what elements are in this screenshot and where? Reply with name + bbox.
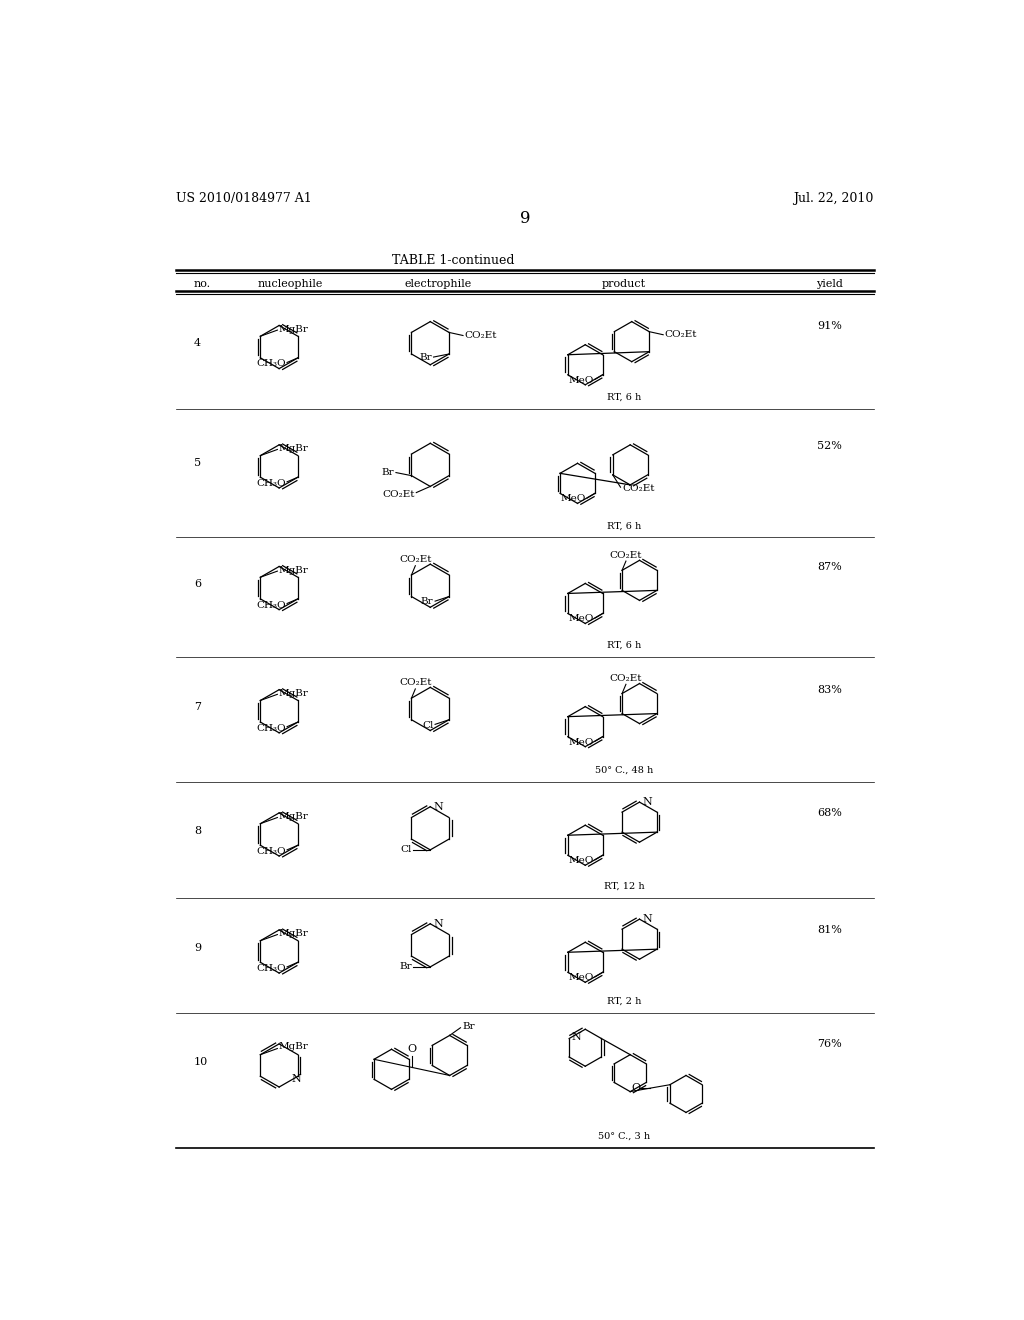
Text: product: product bbox=[602, 279, 646, 289]
Text: CH₃O: CH₃O bbox=[256, 601, 286, 610]
Text: Cl: Cl bbox=[400, 845, 412, 854]
Text: RT, 6 h: RT, 6 h bbox=[607, 521, 641, 531]
Text: Jul. 22, 2010: Jul. 22, 2010 bbox=[794, 191, 873, 205]
Text: 6: 6 bbox=[194, 579, 201, 589]
Text: Cl: Cl bbox=[422, 721, 433, 730]
Text: MeO: MeO bbox=[568, 614, 593, 623]
Text: 9: 9 bbox=[194, 942, 201, 953]
Text: 50° C., 3 h: 50° C., 3 h bbox=[598, 1131, 650, 1140]
Text: Br: Br bbox=[399, 962, 412, 972]
Text: N: N bbox=[643, 915, 652, 924]
Text: Br: Br bbox=[462, 1022, 475, 1031]
Text: 7: 7 bbox=[194, 702, 201, 713]
Text: RT, 12 h: RT, 12 h bbox=[604, 882, 644, 891]
Text: MgBr: MgBr bbox=[279, 1043, 309, 1052]
Text: MgBr: MgBr bbox=[279, 812, 309, 821]
Text: RT, 6 h: RT, 6 h bbox=[607, 392, 641, 401]
Text: O: O bbox=[408, 1044, 417, 1055]
Text: MeO: MeO bbox=[568, 857, 593, 865]
Text: 68%: 68% bbox=[817, 808, 842, 818]
Text: 52%: 52% bbox=[817, 441, 842, 450]
Text: CH₃O: CH₃O bbox=[256, 847, 286, 855]
Text: MgBr: MgBr bbox=[279, 325, 309, 334]
Text: CO₂Et: CO₂Et bbox=[609, 673, 642, 682]
Text: 4: 4 bbox=[194, 338, 201, 348]
Text: N: N bbox=[643, 797, 652, 807]
Text: 83%: 83% bbox=[817, 685, 842, 694]
Text: CO₂Et: CO₂Et bbox=[382, 490, 415, 499]
Text: Br: Br bbox=[382, 469, 394, 477]
Text: RT, 6 h: RT, 6 h bbox=[607, 640, 641, 649]
Text: no.: no. bbox=[194, 279, 211, 289]
Text: N: N bbox=[571, 1032, 582, 1041]
Text: 10: 10 bbox=[194, 1056, 208, 1067]
Text: nucleophile: nucleophile bbox=[258, 279, 324, 289]
Text: CO₂Et: CO₂Et bbox=[622, 484, 654, 494]
Text: MgBr: MgBr bbox=[279, 566, 309, 574]
Text: Br: Br bbox=[421, 598, 433, 606]
Text: TABLE 1-continued: TABLE 1-continued bbox=[392, 255, 515, 268]
Text: 81%: 81% bbox=[817, 925, 842, 935]
Text: MgBr: MgBr bbox=[279, 445, 309, 453]
Text: Br: Br bbox=[420, 352, 432, 362]
Text: CH₃O: CH₃O bbox=[256, 723, 286, 733]
Text: CO₂Et: CO₂Et bbox=[399, 678, 431, 688]
Text: 87%: 87% bbox=[817, 561, 842, 572]
Text: N: N bbox=[292, 1074, 301, 1084]
Text: CO₂Et: CO₂Et bbox=[465, 331, 497, 341]
Text: MeO: MeO bbox=[568, 973, 593, 982]
Text: O: O bbox=[632, 1084, 641, 1093]
Text: 50° C., 48 h: 50° C., 48 h bbox=[595, 766, 653, 775]
Text: US 2010/0184977 A1: US 2010/0184977 A1 bbox=[176, 191, 311, 205]
Text: MeO: MeO bbox=[568, 738, 593, 747]
Text: MgBr: MgBr bbox=[279, 689, 309, 698]
Text: CH₃O: CH₃O bbox=[256, 479, 286, 488]
Text: CH₃O: CH₃O bbox=[256, 964, 286, 973]
Text: RT, 2 h: RT, 2 h bbox=[607, 997, 641, 1006]
Text: 9: 9 bbox=[519, 210, 530, 227]
Text: 76%: 76% bbox=[817, 1039, 842, 1049]
Text: MeO: MeO bbox=[568, 376, 593, 384]
Text: 91%: 91% bbox=[817, 321, 842, 331]
Text: CH₃O: CH₃O bbox=[256, 359, 286, 368]
Text: CO₂Et: CO₂Et bbox=[665, 330, 697, 339]
Text: N: N bbox=[433, 919, 443, 929]
Text: MgBr: MgBr bbox=[279, 929, 309, 939]
Text: yield: yield bbox=[816, 279, 843, 289]
Text: CO₂Et: CO₂Et bbox=[609, 550, 642, 560]
Text: N: N bbox=[433, 801, 443, 812]
Text: CO₂Et: CO₂Et bbox=[399, 556, 431, 564]
Text: 8: 8 bbox=[194, 825, 201, 836]
Text: MeO: MeO bbox=[560, 494, 586, 503]
Text: electrophile: electrophile bbox=[404, 279, 472, 289]
Text: 5: 5 bbox=[194, 458, 201, 467]
